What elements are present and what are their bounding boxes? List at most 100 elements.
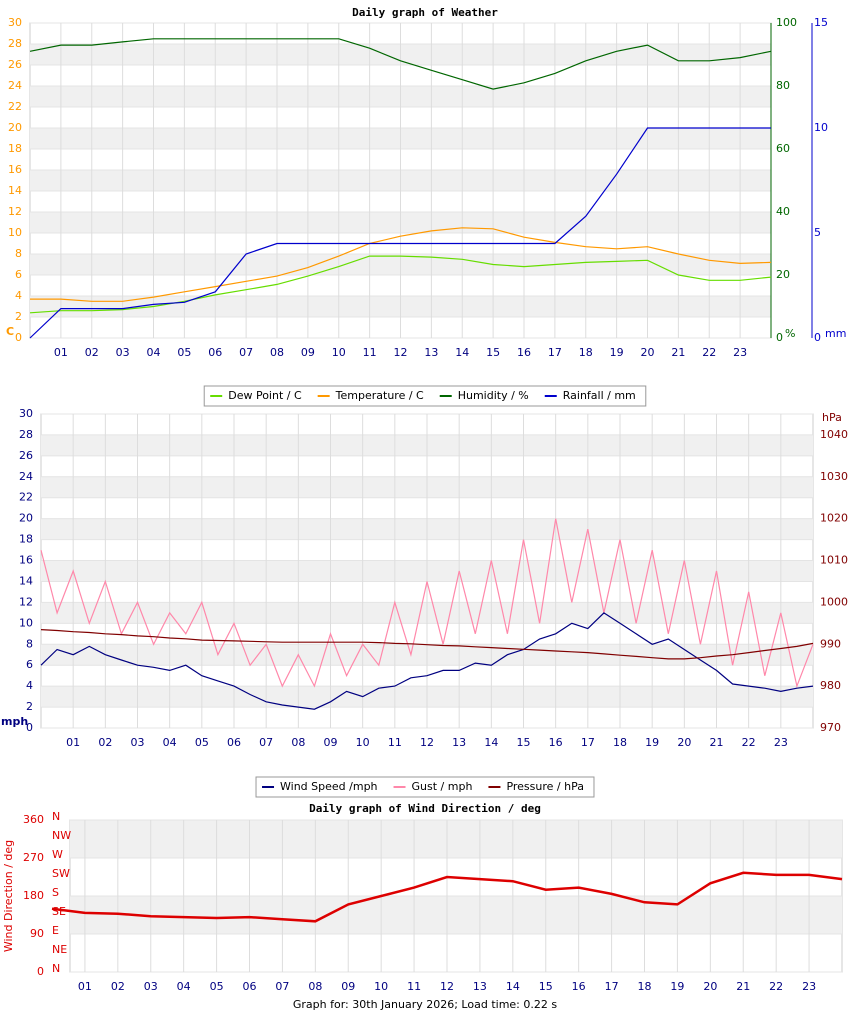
legend: Wind Speed /mph Gust / mph Pressure / hPa <box>255 776 595 798</box>
y-tick-label: 28 <box>8 37 22 50</box>
x-tick-label: 11 <box>363 346 377 359</box>
x-tick-label: 22 <box>702 346 716 359</box>
x-tick-label: 03 <box>131 736 145 749</box>
x-tick-label: 17 <box>548 346 562 359</box>
x-tick-label: 15 <box>517 736 531 749</box>
x-tick-label: 19 <box>645 736 659 749</box>
compass-label: NW <box>52 829 71 842</box>
y2-axis-label: hPa <box>822 411 842 424</box>
series-line <box>51 871 843 923</box>
legend: Dew Point / C Temperature / C Humidity / %… <box>203 385 647 407</box>
x-tick-label: 19 <box>610 346 624 359</box>
x-tick-label: 05 <box>195 736 209 749</box>
x-tick-label: 15 <box>539 980 553 993</box>
y-tick-label: 270 <box>23 851 44 864</box>
x-tick-label: 09 <box>324 736 338 749</box>
grid-band <box>70 896 842 934</box>
legend-box <box>203 385 647 407</box>
y-tick-label: 24 <box>19 470 33 483</box>
y-tick-label: 4 <box>26 679 33 692</box>
y-tick-label: 12 <box>8 205 22 218</box>
y-tick-label: 18 <box>19 533 33 546</box>
series-line <box>40 518 814 689</box>
x-tick-label: 06 <box>208 346 222 359</box>
y2-tick-label: 1030 <box>820 470 848 483</box>
x-tick-label: 18 <box>638 980 652 993</box>
x-tick-label: 20 <box>641 346 655 359</box>
y2-tick-label: 980 <box>820 679 841 692</box>
x-tick-label: 13 <box>473 980 487 993</box>
y-tick-label: 10 <box>19 616 33 629</box>
compass-label: N <box>52 810 60 823</box>
legend-label: Humidity / % <box>458 389 529 402</box>
y3-axis-label: mm <box>825 327 846 340</box>
series-line <box>29 127 771 339</box>
y-axis-label: mph <box>1 715 28 728</box>
y-tick-label: 30 <box>19 407 33 420</box>
y-tick-label: 0 <box>15 331 22 344</box>
series-line <box>29 38 772 90</box>
x-tick-label: 01 <box>66 736 80 749</box>
x-tick-label: 06 <box>243 980 257 993</box>
x-tick-label: 13 <box>452 736 466 749</box>
y-tick-label: 16 <box>19 554 33 567</box>
legend-label: Temperature / C <box>335 389 424 402</box>
x-tick-label: 04 <box>147 346 161 359</box>
x-tick-label: 23 <box>802 980 816 993</box>
x-tick-label: 12 <box>440 980 454 993</box>
x-tick-label: 16 <box>572 980 586 993</box>
x-tick-label: 12 <box>420 736 434 749</box>
chart-title: Daily graph of Wind Direction / deg <box>309 802 541 815</box>
x-tick-label: 05 <box>210 980 224 993</box>
y-tick-label: 360 <box>23 813 44 826</box>
x-tick-label: 14 <box>506 980 520 993</box>
legend-label: Rainfall / mm <box>563 389 636 402</box>
y-tick-label: 4 <box>15 289 22 302</box>
y-tick-label: 20 <box>19 512 33 525</box>
legend-label: Dew Point / C <box>228 389 302 402</box>
y-tick-label: 0 <box>37 965 44 978</box>
x-tick-label: 07 <box>239 346 253 359</box>
compass-label: W <box>52 848 63 861</box>
series-line <box>30 227 772 302</box>
x-tick-label: 08 <box>291 736 305 749</box>
y2-tick-label: 100 <box>776 16 797 29</box>
x-tick-label: 03 <box>144 980 158 993</box>
x-tick-label: 10 <box>356 736 370 749</box>
y2-tick-label: 1000 <box>820 595 848 608</box>
x-tick-label: 13 <box>424 346 438 359</box>
grid-band <box>70 820 842 858</box>
y-tick-label: 2 <box>26 700 33 713</box>
x-tick-label: 14 <box>484 736 498 749</box>
x-tick-label: 18 <box>613 736 627 749</box>
x-tick-label: 01 <box>54 346 68 359</box>
y2-axis-label: % <box>785 327 795 340</box>
x-tick-label: 07 <box>275 980 289 993</box>
x-tick-label: 21 <box>710 736 724 749</box>
x-tick-label: 10 <box>332 346 346 359</box>
y-axis-label: C <box>6 325 14 338</box>
y-axis-label: Wind Direction / deg <box>2 840 15 952</box>
compass-label: SE <box>52 905 66 918</box>
x-tick-label: 21 <box>671 346 685 359</box>
x-tick-label: 16 <box>549 736 563 749</box>
y-tick-label: 10 <box>8 226 22 239</box>
x-tick-label: 22 <box>742 736 756 749</box>
x-tick-label: 23 <box>774 736 788 749</box>
x-tick-label: 10 <box>374 980 388 993</box>
y2-tick-label: 1020 <box>820 512 848 525</box>
x-tick-label: 02 <box>111 980 125 993</box>
x-tick-label: 23 <box>733 346 747 359</box>
x-tick-label: 16 <box>517 346 531 359</box>
compass-label: SW <box>52 867 70 880</box>
y3-tick-label: 10 <box>814 121 828 134</box>
x-tick-label: 01 <box>78 980 92 993</box>
legend-box <box>255 776 595 798</box>
y-tick-label: 26 <box>19 449 33 462</box>
y3-tick-label: 15 <box>814 16 828 29</box>
y-tick-label: 12 <box>19 595 33 608</box>
y-tick-label: 22 <box>19 491 33 504</box>
x-tick-label: 11 <box>407 980 421 993</box>
y3-tick-label: 0 <box>814 331 821 344</box>
